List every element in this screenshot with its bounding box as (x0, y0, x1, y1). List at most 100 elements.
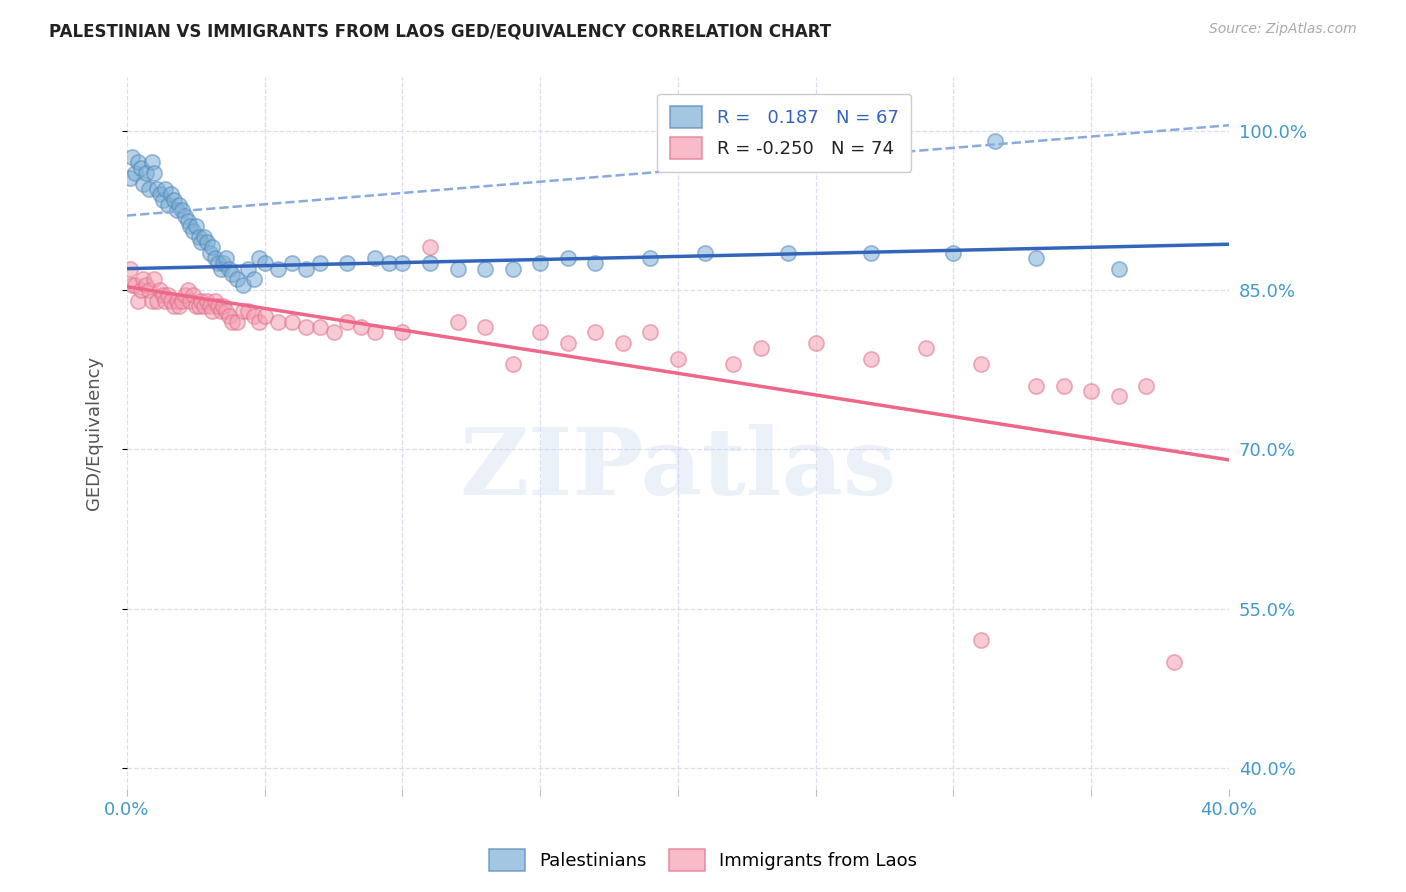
Point (242, 310, 264, 324)
Point (127, 155, 149, 169)
Point (281, 315, 304, 329)
Point (181, 225, 204, 239)
Point (557, 336, 579, 351)
Point (226, 272, 249, 286)
Point (281, 256, 304, 270)
Point (322, 326, 344, 340)
Point (232, 304, 254, 318)
Point (135, 277, 157, 292)
Point (132, 272, 155, 286)
Point (201, 240, 224, 254)
Point (167, 198, 190, 212)
Point (149, 283, 172, 297)
Point (193, 229, 215, 244)
Point (166, 293, 188, 308)
Point (170, 203, 193, 218)
Point (160, 293, 183, 308)
Point (419, 256, 441, 270)
Point (198, 245, 221, 260)
Point (187, 299, 209, 313)
Point (377, 256, 399, 270)
Point (640, 251, 662, 265)
Point (129, 283, 152, 297)
Point (132, 177, 155, 191)
Point (215, 251, 238, 265)
Point (1163, 655, 1185, 669)
Point (557, 251, 579, 265)
Point (138, 283, 160, 297)
Point (446, 261, 468, 276)
Point (778, 245, 800, 260)
Point (143, 166, 166, 180)
Point (207, 256, 229, 270)
Point (124, 277, 146, 292)
Point (209, 304, 232, 318)
Point (391, 326, 413, 340)
Point (143, 272, 166, 286)
Point (336, 256, 359, 270)
Point (127, 293, 149, 308)
Point (176, 214, 198, 228)
Point (163, 299, 186, 313)
Point (212, 256, 235, 270)
Point (970, 633, 993, 648)
Point (666, 351, 689, 366)
Point (221, 315, 243, 329)
Point (190, 235, 212, 249)
Point (166, 203, 188, 218)
Point (155, 182, 177, 196)
Point (204, 293, 226, 308)
Point (221, 267, 243, 281)
Point (474, 261, 496, 276)
Point (529, 326, 551, 340)
Point (1135, 378, 1157, 392)
Point (209, 261, 232, 276)
Point (1080, 384, 1102, 398)
Point (160, 187, 183, 202)
Point (204, 251, 226, 265)
Point (195, 235, 218, 249)
Point (236, 261, 259, 276)
Point (173, 209, 195, 223)
Point (474, 320, 496, 334)
Point (155, 293, 177, 308)
Text: Source: ZipAtlas.com: Source: ZipAtlas.com (1209, 22, 1357, 37)
Point (859, 351, 882, 366)
Point (1025, 251, 1047, 265)
Text: ZIPatlas: ZIPatlas (460, 424, 897, 514)
Point (695, 245, 717, 260)
Point (942, 245, 965, 260)
Point (121, 277, 143, 292)
Point (207, 299, 229, 313)
Point (121, 150, 143, 164)
Point (859, 245, 882, 260)
Point (179, 219, 201, 234)
Point (187, 229, 209, 244)
Point (502, 357, 524, 371)
Point (141, 293, 163, 308)
Point (157, 198, 180, 212)
Point (1052, 378, 1074, 392)
Point (163, 193, 186, 207)
Point (232, 277, 254, 292)
Point (419, 240, 441, 254)
Point (391, 256, 413, 270)
Point (721, 357, 744, 371)
Legend: R =   0.187   N = 67, R = -0.250   N = 74: R = 0.187 N = 67, R = -0.250 N = 74 (657, 94, 911, 172)
Point (612, 336, 634, 351)
Point (247, 315, 270, 329)
Point (173, 288, 195, 302)
Point (247, 251, 270, 265)
Point (583, 256, 606, 270)
Point (970, 357, 993, 371)
Point (215, 304, 238, 318)
Point (124, 166, 146, 180)
Point (118, 261, 141, 276)
Point (253, 310, 276, 324)
Point (242, 272, 264, 286)
Point (1108, 261, 1130, 276)
Point (308, 256, 330, 270)
Point (152, 288, 174, 302)
Point (190, 293, 212, 308)
Point (1108, 389, 1130, 403)
